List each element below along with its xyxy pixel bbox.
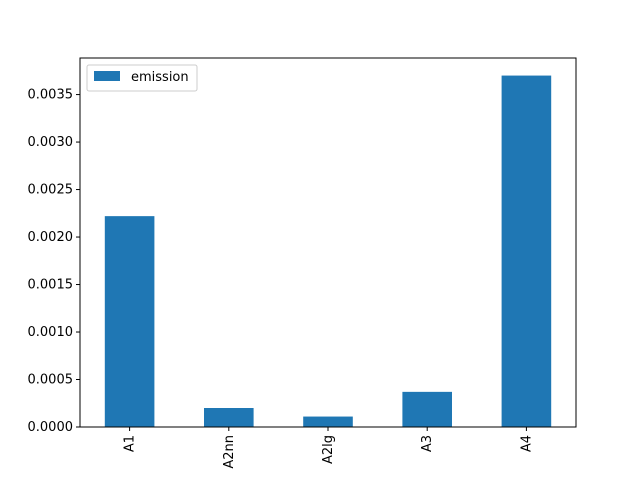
- bar-A1: [104, 216, 155, 427]
- y-tick-label: 0.0015: [28, 278, 74, 293]
- x-tick-label: A1: [123, 435, 138, 452]
- legend: emission: [86, 64, 198, 92]
- y-axis: 0.0000 0.0005 0.0010 0.0015 0.0020 0.0025 0.00…: [28, 88, 80, 435]
- bar-A3: [402, 391, 452, 427]
- x-tick-label: A4: [519, 435, 534, 452]
- plot-frame: [79, 57, 577, 428]
- x-tick-label: A3: [420, 435, 435, 452]
- y-tick-label: 0.0020: [28, 230, 74, 245]
- bar-A4: [501, 75, 552, 428]
- y-tick-label: 0.0035: [28, 88, 74, 103]
- bar-A2lg: [303, 416, 353, 427]
- legend-swatch: [94, 71, 120, 81]
- x-tick-label: A2nn: [222, 435, 237, 469]
- x-tick-label: A2lg: [321, 435, 336, 464]
- bar-A2nn: [204, 408, 254, 427]
- x-axis: A1 A2nn A2lg A3 A4: [123, 427, 534, 469]
- legend-label: emission: [131, 70, 189, 85]
- y-tick-label: 0.0025: [28, 183, 74, 198]
- y-tick-label: 0.0030: [28, 135, 74, 150]
- bars-group: [104, 75, 552, 428]
- y-tick-label: 0.0005: [28, 373, 74, 388]
- y-tick-label: 0.0010: [28, 325, 74, 340]
- y-tick-label: 0.0000: [28, 420, 74, 435]
